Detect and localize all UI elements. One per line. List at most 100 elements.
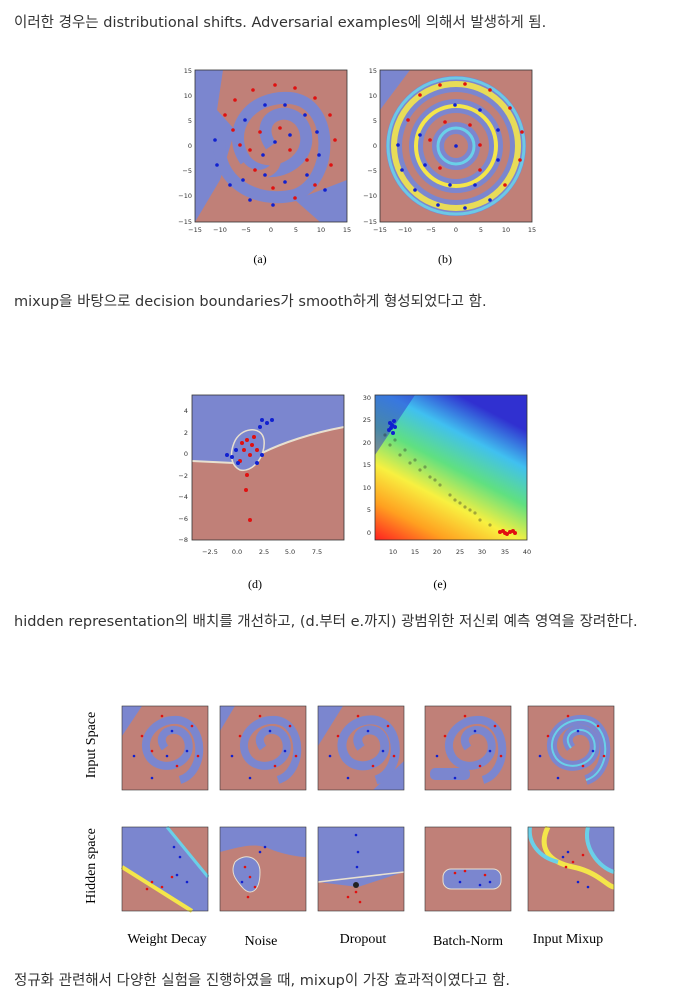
svg-text:−10: −10 [178,192,192,200]
input-batch-norm [424,705,512,791]
svg-text:0: 0 [367,529,371,537]
svg-text:−4: −4 [178,493,188,501]
caption-b: (b) [438,252,452,266]
svg-text:25: 25 [363,416,371,424]
svg-text:−10: −10 [363,192,377,200]
input-weight-decay [121,705,209,791]
plot-a-blue-spiral [213,91,331,204]
svg-text:−2: −2 [178,472,188,480]
svg-text:10: 10 [363,484,371,492]
svg-text:40: 40 [523,548,531,556]
svg-text:5.0: 5.0 [285,548,295,556]
plot-b-red-points [406,82,524,187]
paragraph-2: mixup을 바탕으로 decision boundaries가 smooth하… [14,294,487,310]
plot-a-yticks: 15 10 5 0 −5 −10 −15 [178,67,192,226]
figure-2-plots: 4 2 0 −2 −4 −6 −8 −2.5 0.0 2.5 5.0 7.5 [178,394,531,556]
svg-text:15: 15 [369,67,377,75]
svg-text:2.5: 2.5 [259,548,269,556]
svg-text:0.0: 0.0 [232,548,242,556]
svg-text:15: 15 [528,226,536,234]
col-label-batch-norm: Batch-Norm [433,934,503,949]
svg-text:−5: −5 [367,167,377,175]
svg-text:15: 15 [184,67,192,75]
figure-3 [110,700,620,930]
svg-text:10: 10 [389,548,397,556]
svg-text:10: 10 [502,226,510,234]
svg-text:5: 5 [294,226,298,234]
svg-text:15: 15 [343,226,351,234]
row-label-hidden-space: Hidden space [84,828,99,904]
svg-text:5: 5 [367,506,371,514]
svg-text:0: 0 [184,450,188,458]
svg-text:5: 5 [188,117,192,125]
svg-text:10: 10 [184,92,192,100]
svg-text:10: 10 [317,226,325,234]
plot-b-blue-points [396,103,500,210]
svg-text:5: 5 [479,226,483,234]
input-dropout [317,705,405,791]
col-label-input-mixup: Input Mixup [532,932,604,947]
plot-a-blue-points [213,103,327,207]
svg-text:0: 0 [188,142,192,150]
hidden-noise [219,826,307,912]
plot-a [194,69,348,223]
hidden-input-mixup [527,825,615,912]
plot-e-xticks: 10 15 20 25 30 35 40 [389,548,531,556]
svg-text:−5: −5 [241,226,251,234]
paragraph-1: 이러한 경우는 distributional shifts. Adversari… [14,15,547,31]
hidden-dropout [317,826,405,912]
svg-text:−10: −10 [213,226,227,234]
input-noise [219,705,307,791]
svg-text:20: 20 [433,548,441,556]
plot-d-xticks: −2.5 0.0 2.5 5.0 7.5 [202,548,322,556]
svg-text:7.5: 7.5 [312,548,322,556]
plot-d [191,394,345,541]
figure-2: 4 2 0 −2 −4 −6 −8 −2.5 0.0 2.5 5.0 7.5 [160,385,540,565]
figure-3-grid [120,705,615,913]
plot-d-red-points [238,435,259,522]
input-input-mixup [527,705,615,791]
svg-text:30: 30 [478,548,486,556]
svg-text:−15: −15 [373,226,387,234]
svg-text:−5: −5 [182,167,192,175]
plot-e-confidence-map [375,395,527,540]
plot-b [379,69,533,223]
col-label-weight-decay: Weight Decay [127,932,207,947]
svg-text:15: 15 [411,548,419,556]
caption-a: (a) [253,252,267,266]
svg-text:−15: −15 [188,226,202,234]
plot-e-gray-points [383,433,492,527]
plot-e-yticks: 30 25 20 15 10 5 0 [363,394,371,537]
svg-text:25: 25 [456,548,464,556]
plot-d-yticks: 4 2 0 −2 −4 −6 −8 [178,407,188,544]
plot-d-blue-region [192,395,344,466]
plot-e [374,394,528,541]
figure-1-plots: 15 10 5 0 −5 −10 −15 −15 −10 −5 0 5 10 1… [178,67,536,234]
svg-text:35: 35 [501,548,509,556]
hidden-weight-decay [120,826,210,913]
svg-text:2: 2 [184,429,188,437]
svg-text:30: 30 [363,394,371,402]
svg-text:15: 15 [363,461,371,469]
plot-e-red-points [498,529,517,536]
plot-b-yticks: 15 10 5 0 −5 −10 −15 [363,67,377,226]
svg-text:−8: −8 [178,536,188,544]
svg-text:−15: −15 [178,218,192,226]
row-label-input-space: Input Space [84,711,99,779]
svg-text:0: 0 [454,226,458,234]
plot-a-xticks: −15 −10 −5 0 5 10 15 [188,226,351,234]
col-label-noise: Noise [244,934,278,949]
svg-text:−6: −6 [178,515,188,523]
svg-text:−15: −15 [363,218,377,226]
paragraph-3: hidden representation의 배치를 개선하고, (d.부터 e… [14,614,638,630]
paragraph-4: 정규화 관련해서 다양한 실험을 진행하였을 때, mixup이 가장 효과적이… [14,973,511,989]
svg-text:10: 10 [369,92,377,100]
svg-text:−5: −5 [426,226,436,234]
svg-text:−2.5: −2.5 [202,548,218,556]
svg-text:4: 4 [184,407,188,415]
plot-e-blue-points [387,419,397,435]
figure-1: 15 10 5 0 −5 −10 −15 −15 −10 −5 0 5 10 1… [160,60,560,270]
hidden-batch-norm [424,826,512,912]
svg-text:20: 20 [363,439,371,447]
svg-text:5: 5 [373,117,377,125]
